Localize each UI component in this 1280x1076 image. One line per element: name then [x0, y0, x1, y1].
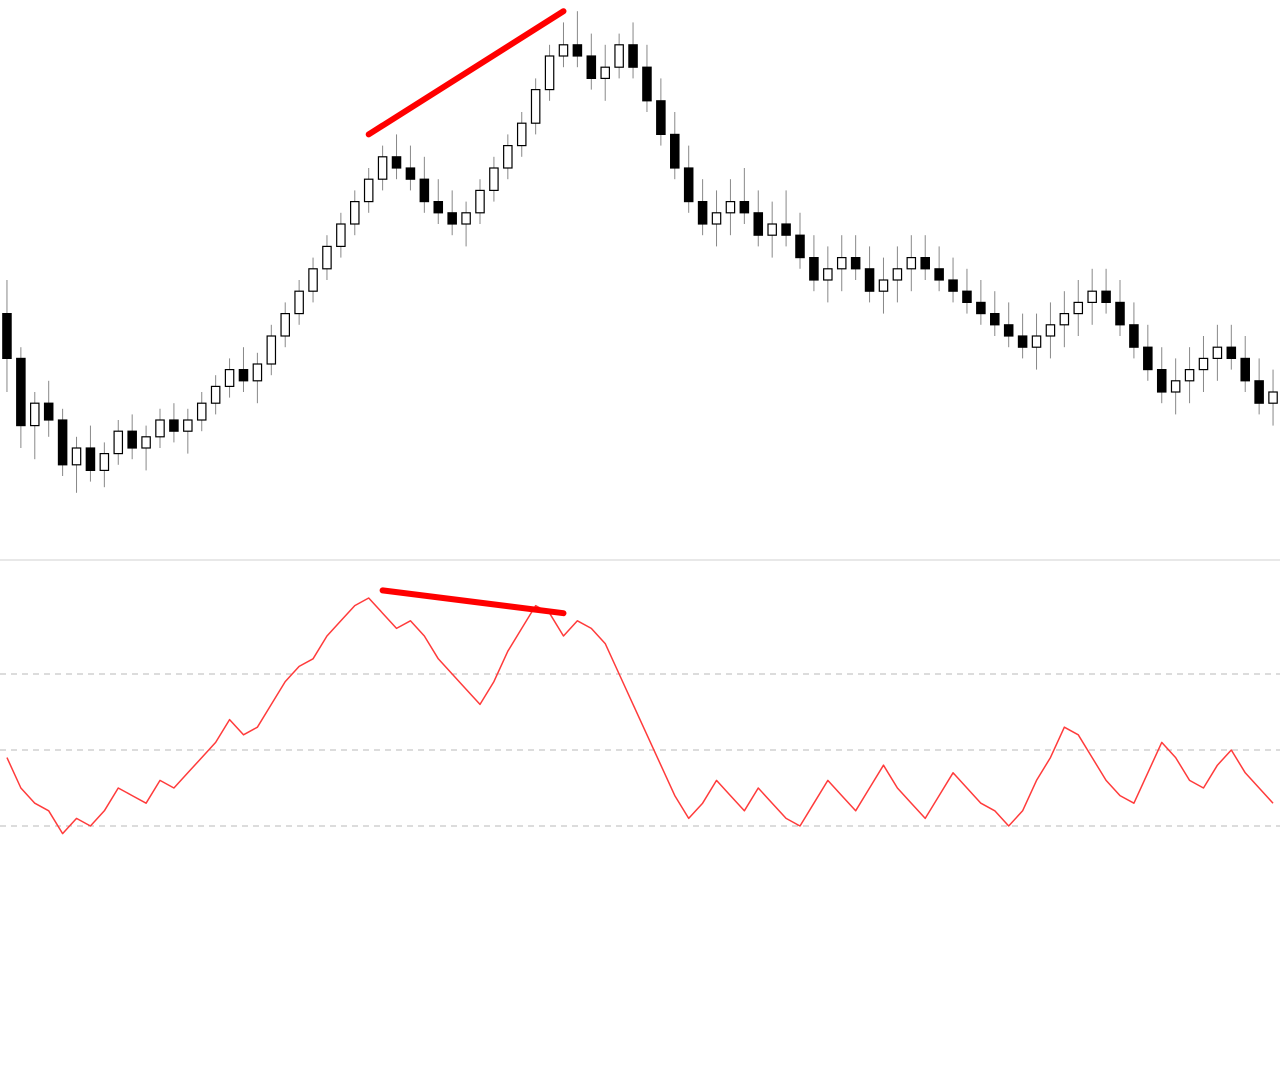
candle-body	[907, 258, 915, 269]
candle-body	[698, 202, 706, 224]
candle-body	[629, 45, 637, 67]
candle-body	[281, 314, 289, 336]
candle-body	[518, 123, 526, 145]
candle-body	[448, 213, 456, 224]
candle-body	[476, 190, 484, 212]
candle-body	[3, 314, 11, 359]
chart-container	[0, 0, 1280, 1076]
candle-body	[768, 224, 776, 235]
candle-body	[921, 258, 929, 269]
candle-body	[671, 134, 679, 168]
candle-body	[1227, 347, 1235, 358]
candle-body	[100, 454, 108, 471]
candle-body	[643, 67, 651, 101]
candle-body	[1074, 302, 1082, 313]
candle-body	[184, 420, 192, 431]
candle-body	[58, 420, 66, 465]
candle-body	[1005, 325, 1013, 336]
candle-body	[462, 213, 470, 224]
candle-body	[156, 420, 164, 437]
candle-body	[851, 258, 859, 269]
candle-body	[991, 314, 999, 325]
candle-body	[1269, 392, 1277, 403]
candle-body	[378, 157, 386, 179]
candle-body	[782, 224, 790, 235]
candle-body	[72, 448, 80, 465]
candle-body	[824, 269, 832, 280]
candle-body	[365, 179, 373, 201]
candle-body	[267, 336, 275, 364]
candle-body	[1171, 381, 1179, 392]
candle-body	[935, 269, 943, 280]
candle-body	[573, 45, 581, 56]
candle-body	[420, 179, 428, 201]
candle-body	[295, 291, 303, 313]
candle-body	[323, 246, 331, 268]
candle-body	[949, 280, 957, 291]
candle-body	[337, 224, 345, 246]
candle-body	[309, 269, 317, 291]
candle-body	[726, 202, 734, 213]
candle-body	[977, 302, 985, 313]
candle-body	[1018, 336, 1026, 347]
candle-body	[86, 448, 94, 470]
candle-body	[545, 56, 553, 90]
candle-body	[434, 202, 442, 213]
candle-body	[1241, 358, 1249, 380]
candle-body	[170, 420, 178, 431]
candle-body	[865, 269, 873, 291]
candle-body	[838, 258, 846, 269]
candle-body	[963, 291, 971, 302]
candle-body	[810, 258, 818, 280]
candle-body	[1060, 314, 1068, 325]
candle-body	[1158, 370, 1166, 392]
candle-body	[1255, 381, 1263, 403]
candle-body	[685, 168, 693, 202]
candle-body	[893, 269, 901, 280]
candle-body	[1199, 358, 1207, 369]
candle-body	[1088, 291, 1096, 302]
candle-body	[657, 101, 665, 135]
candle-body	[253, 364, 261, 381]
candle-body	[225, 370, 233, 387]
candle-body	[490, 168, 498, 190]
chart-svg	[0, 0, 1280, 1076]
candle-body	[31, 403, 39, 425]
candle-body	[531, 90, 539, 124]
candle-body	[754, 213, 762, 235]
candle-body	[559, 45, 567, 56]
candle-body	[1102, 291, 1110, 302]
candle-body	[351, 202, 359, 224]
candle-body	[1185, 370, 1193, 381]
candle-body	[504, 146, 512, 168]
candle-body	[239, 370, 247, 381]
candle-body	[211, 386, 219, 403]
candle-body	[1116, 302, 1124, 324]
candle-body	[796, 235, 804, 257]
candle-body	[198, 403, 206, 420]
candle-body	[601, 67, 609, 78]
candle-body	[114, 431, 122, 453]
candle-body	[142, 437, 150, 448]
candle-body	[1144, 347, 1152, 369]
candle-body	[1032, 336, 1040, 347]
candle-body	[615, 45, 623, 67]
candle-body	[587, 56, 595, 78]
candle-body	[406, 168, 414, 179]
candle-body	[128, 431, 136, 448]
candle-body	[1046, 325, 1054, 336]
candle-body	[17, 358, 25, 425]
candle-body	[392, 157, 400, 168]
candle-body	[740, 202, 748, 213]
candle-body	[45, 403, 53, 420]
candle-body	[1213, 347, 1221, 358]
candle-body	[712, 213, 720, 224]
candle-body	[879, 280, 887, 291]
candle-body	[1130, 325, 1138, 347]
